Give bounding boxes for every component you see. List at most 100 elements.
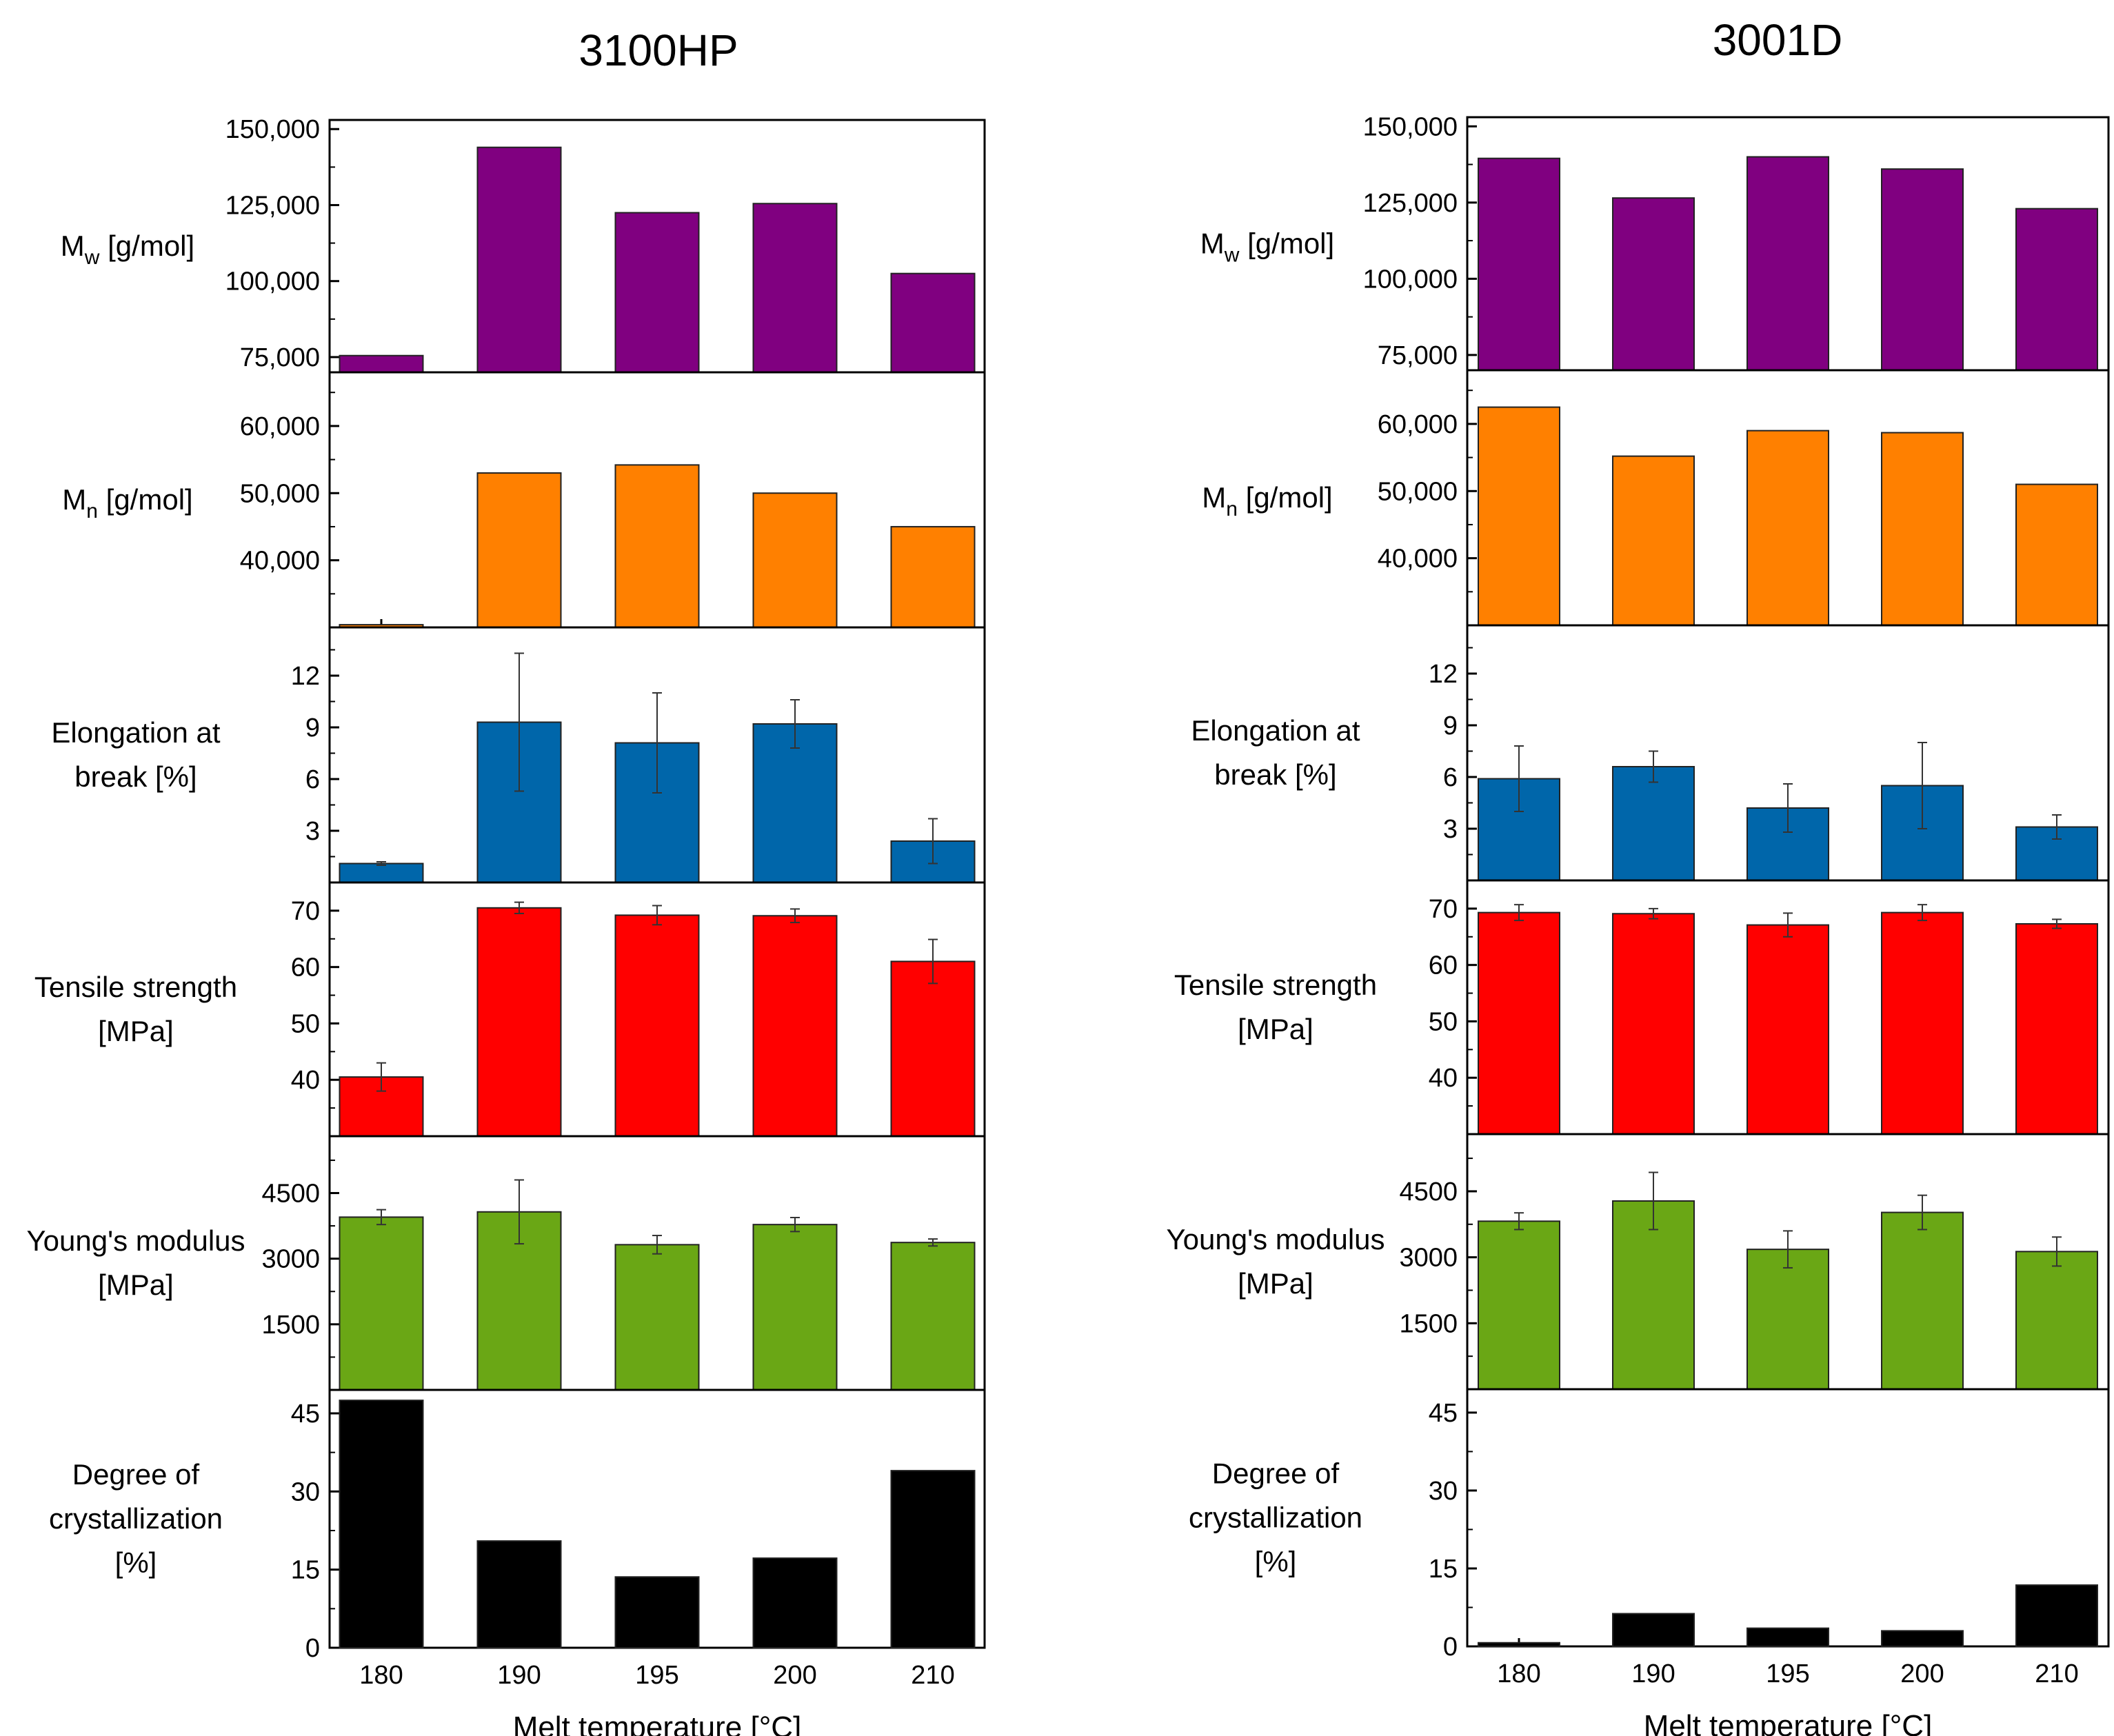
bar-180	[339, 862, 424, 883]
y-tick-label: 50	[1429, 1007, 1458, 1036]
bar-180	[339, 1216, 424, 1391]
y-tick-label: 30	[1429, 1477, 1458, 1506]
y-tick-label: 6	[305, 765, 320, 794]
y-axis-label: Elongation at break [%]	[1191, 714, 1360, 791]
x-axis-label: Melt temperature [°C]	[1644, 1709, 1933, 1736]
y-tick-label: 3000	[261, 1245, 320, 1274]
y-tick-label: 6	[1443, 763, 1458, 792]
y-axis-label: Mw [g/mol]	[61, 230, 194, 269]
bar-180	[1478, 1220, 1560, 1390]
bar-195	[1746, 924, 1829, 1136]
bar-190	[1612, 197, 1695, 372]
x-tick-label: 195	[1766, 1659, 1809, 1688]
y-axis-label: Degree of crystallization [%]	[49, 1458, 223, 1579]
bar-195	[1746, 156, 1829, 371]
bar-180	[339, 354, 424, 374]
bar-190	[1612, 455, 1695, 627]
bar-190	[476, 1540, 562, 1648]
panel-elongation: 3 6 9 12 Elongation at break [%]	[51, 626, 986, 884]
bar-200	[752, 723, 838, 883]
x-tick-label: 195	[635, 1661, 678, 1690]
y-tick-label: 15	[291, 1556, 320, 1585]
x-tick-label: 190	[1631, 1659, 1675, 1688]
y-tick-label: 150,000	[1363, 112, 1458, 141]
x-tick-label: 200	[1900, 1659, 1944, 1688]
bar-210	[890, 525, 976, 629]
y-tick-label: 75,000	[240, 343, 320, 372]
y-tick-label: 40,000	[240, 547, 320, 576]
y-tick-label: 60	[1429, 951, 1458, 980]
bar-190	[476, 907, 562, 1138]
y-tick-label: 125,000	[225, 191, 320, 220]
panel-mn: 40,000 50,000 60,000 Mn [g/mol]	[62, 371, 986, 629]
panel-mw: 75,000 100,000 125,000 150,000 Mw [g/mol]	[1200, 112, 2110, 372]
bar-200	[752, 1224, 838, 1391]
y-tick-label: 1500	[1399, 1309, 1458, 1338]
y-axis-label: Mn [g/mol]	[62, 483, 192, 523]
bar-210	[2015, 1251, 2098, 1391]
y-tick-label: 50,000	[240, 479, 320, 508]
panel-mn: 40,000 50,000 60,000 Mn [g/mol]	[1202, 369, 2110, 627]
y-tick-label: 100,000	[225, 268, 320, 296]
y-tick-label: 150,000	[225, 115, 320, 144]
y-tick-label: 3	[305, 817, 320, 846]
bar-195	[614, 212, 700, 374]
y-axis-label: Mw [g/mol]	[1200, 228, 1334, 267]
bar-190	[1612, 766, 1695, 881]
y-tick-label: 9	[305, 714, 320, 743]
y-axis-label: Young's modulus [MPa]	[26, 1224, 245, 1301]
chart-title: 3001D	[1713, 15, 1843, 65]
y-axis-label: Young's modulus [MPa]	[1166, 1223, 1385, 1300]
bar-190	[476, 472, 562, 628]
y-tick-label: 30	[291, 1477, 320, 1506]
y-tick-label: 12	[291, 662, 320, 691]
bar-210	[2015, 208, 2098, 371]
panel-frame	[1466, 1388, 2110, 1648]
chart-title: 3100HP	[578, 26, 738, 75]
bar-200	[1881, 168, 1964, 371]
bar-210	[890, 1242, 976, 1391]
y-tick-label: 12	[1429, 660, 1458, 689]
x-tick-label: 190	[497, 1661, 541, 1690]
bar-200	[1881, 911, 1964, 1135]
panel-crystallization: 0 15 30 45 Degree of crystallization [%]	[49, 1389, 986, 1663]
y-tick-label: 9	[1443, 711, 1458, 740]
bar-190	[476, 146, 562, 374]
bar-195	[1746, 1627, 1829, 1647]
bar-200	[1881, 1211, 1964, 1391]
bar-195	[1746, 430, 1829, 626]
y-tick-label: 3000	[1399, 1244, 1458, 1273]
y-tick-label: 4500	[261, 1179, 320, 1208]
bar-200	[1881, 432, 1964, 626]
y-tick-label: 4500	[1399, 1178, 1458, 1207]
bar-210	[2015, 1584, 2098, 1647]
panel-youngs: 1500 3000 4500 Young's modulus [MPa]	[26, 1135, 986, 1391]
y-tick-label: 0	[1443, 1633, 1458, 1662]
panel-crystallization: 0 15 30 45 Degree of crystallization [%]	[1189, 1388, 2110, 1662]
y-tick-label: 50	[291, 1009, 320, 1038]
y-tick-label: 0	[305, 1634, 320, 1663]
bar-200	[752, 1557, 838, 1648]
y-tick-label: 1500	[261, 1311, 320, 1340]
y-tick-label: 60,000	[1378, 410, 1458, 439]
bar-195	[614, 914, 700, 1138]
panel-tensile: 40 50 60 70 Tensile strength [MPa]	[1174, 879, 2110, 1136]
y-axis-label: Mn [g/mol]	[1202, 481, 1332, 521]
bar-195	[614, 1576, 700, 1648]
bar-195	[614, 1244, 700, 1391]
y-tick-label: 70	[291, 897, 320, 926]
bar-195	[1746, 1249, 1829, 1391]
panel-mw: 75,000 100,000 125,000 150,000 Mw [g/mol]	[61, 115, 986, 374]
y-tick-label: 40	[1429, 1064, 1458, 1093]
x-tick-label: 200	[773, 1661, 816, 1690]
y-tick-label: 50,000	[1378, 477, 1458, 506]
y-axis-label: Degree of crystallization [%]	[1189, 1457, 1362, 1578]
panel-elongation: 3 6 9 12 Elongation at break [%]	[1191, 624, 2110, 882]
bar-180	[1478, 157, 1560, 371]
y-tick-label: 45	[291, 1400, 320, 1429]
y-axis-label: Tensile strength [MPa]	[34, 971, 237, 1047]
y-axis-label: Elongation at break [%]	[51, 716, 221, 793]
bar-200	[1881, 1630, 1964, 1648]
y-tick-label: 40,000	[1378, 545, 1458, 574]
